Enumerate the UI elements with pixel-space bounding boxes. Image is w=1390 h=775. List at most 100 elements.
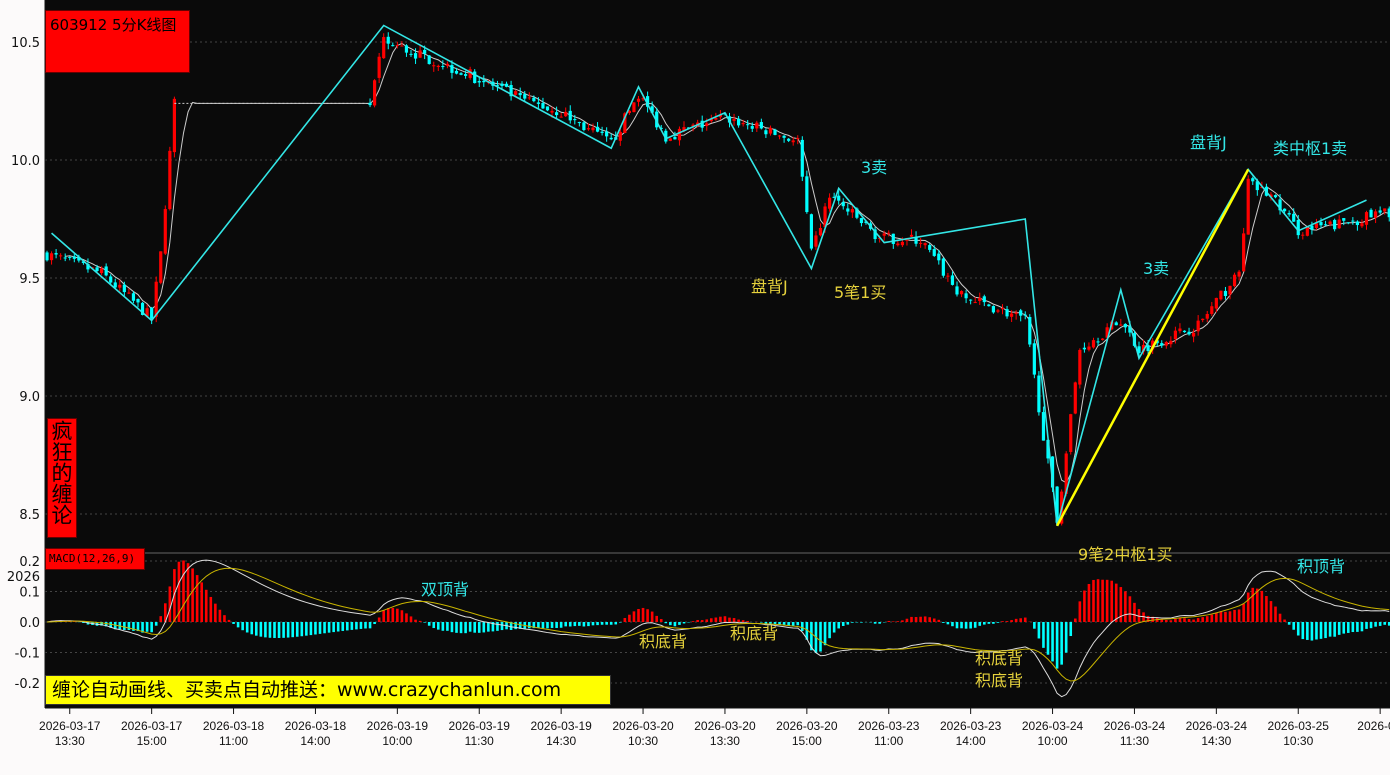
candle-up bbox=[796, 138, 800, 140]
candle-up bbox=[1383, 208, 1387, 212]
candle-down bbox=[441, 66, 445, 68]
macd-histogram-bar bbox=[332, 622, 335, 633]
macd-histogram-bar bbox=[1301, 622, 1305, 640]
candle-down bbox=[1351, 220, 1355, 222]
candle-down bbox=[846, 208, 850, 212]
candle-down bbox=[1355, 221, 1359, 226]
candle-down bbox=[941, 258, 945, 276]
candle-up bbox=[923, 243, 927, 246]
macd-histogram-bar bbox=[1274, 606, 1277, 622]
candle-up bbox=[1246, 178, 1250, 235]
candle-down bbox=[136, 299, 140, 303]
candle-down bbox=[1378, 210, 1382, 213]
macd-histogram-bar bbox=[1101, 579, 1104, 622]
candle-down bbox=[1137, 346, 1141, 353]
macd-histogram-bar bbox=[377, 617, 381, 622]
candle-up bbox=[1078, 349, 1082, 385]
macd-histogram-bar bbox=[177, 561, 181, 622]
candle-down bbox=[63, 257, 67, 259]
macd-histogram-bar bbox=[996, 622, 1000, 623]
macd-histogram-bar bbox=[418, 620, 422, 622]
candle-down bbox=[859, 218, 864, 224]
candle-up bbox=[432, 65, 436, 67]
macd-histogram-bar bbox=[1369, 622, 1373, 629]
macd-histogram-bar bbox=[286, 622, 290, 638]
candle-up bbox=[705, 123, 709, 126]
candle-up bbox=[623, 113, 627, 134]
macd-histogram-bar bbox=[769, 622, 772, 624]
macd-histogram-bar bbox=[487, 622, 490, 632]
macd-histogram-bar bbox=[960, 622, 963, 629]
macd-panel bbox=[46, 559, 1390, 698]
candle-down bbox=[1023, 314, 1027, 316]
segment-line bbox=[1055, 168, 1250, 527]
macd-histogram-bar bbox=[1037, 622, 1041, 639]
macd-histogram-bar bbox=[227, 619, 231, 622]
candle-down bbox=[1283, 208, 1287, 212]
macd-histogram-bar bbox=[669, 622, 672, 626]
macd-histogram-bar bbox=[400, 610, 404, 622]
macd-tick-label: 0.0 bbox=[19, 616, 40, 631]
candle-down bbox=[932, 249, 936, 256]
macd-histogram-bar bbox=[1010, 620, 1013, 622]
candle-down bbox=[404, 45, 409, 53]
macd-histogram-bar bbox=[496, 622, 499, 631]
macd-histogram-bar bbox=[455, 622, 458, 633]
macd-histogram-bar bbox=[782, 622, 786, 626]
candle-up bbox=[1269, 194, 1273, 197]
macd-histogram-bar bbox=[682, 622, 686, 624]
macd-histogram-bar bbox=[1046, 622, 1050, 655]
candle-down bbox=[409, 53, 413, 55]
candle-up bbox=[1014, 312, 1018, 314]
candle-down bbox=[787, 138, 791, 141]
macd-histogram-bar bbox=[1324, 622, 1327, 639]
macd-histogram-bar bbox=[1160, 619, 1164, 622]
macd-histogram-bar bbox=[619, 622, 622, 623]
candle-up bbox=[691, 124, 695, 127]
candle-up bbox=[418, 50, 422, 58]
candle-up bbox=[145, 308, 149, 317]
macd-histogram-bar bbox=[1023, 617, 1027, 622]
macd-histogram-bar bbox=[277, 622, 281, 638]
promo-banner[interactable]: 缠论自动画线、买卖点自动推送：www.crazychanlun.com bbox=[45, 675, 611, 705]
candle-down bbox=[81, 261, 85, 264]
candle-up bbox=[1314, 223, 1319, 228]
candle-down bbox=[1128, 326, 1132, 333]
candle-down bbox=[386, 36, 390, 44]
price-tick-label: 9.5 bbox=[19, 272, 40, 287]
chart-title: 603912 5分K线图 bbox=[45, 10, 190, 73]
x-tick-label: 2026-03-25 10:30 bbox=[1268, 719, 1330, 748]
candle-down bbox=[928, 245, 932, 250]
candle-down bbox=[545, 106, 550, 111]
macd-histogram-bar bbox=[1169, 620, 1173, 622]
macd-histogram-bar bbox=[446, 622, 449, 631]
macd-histogram-bar bbox=[946, 622, 950, 625]
candle-up bbox=[1069, 414, 1073, 452]
candle-down bbox=[841, 202, 845, 207]
macd-histogram-bar bbox=[109, 622, 112, 628]
candle-down bbox=[104, 266, 108, 276]
candle-up bbox=[154, 281, 158, 317]
candle-up bbox=[127, 292, 131, 294]
candle-up bbox=[714, 117, 718, 120]
macd-histogram-bar bbox=[182, 560, 185, 622]
macd-histogram-bar bbox=[1374, 622, 1377, 627]
candle-up bbox=[959, 291, 964, 295]
macd-histogram-bar bbox=[1092, 579, 1095, 622]
macd-histogram-bar bbox=[559, 622, 563, 628]
macd-histogram-bar bbox=[259, 622, 263, 637]
candle-down bbox=[1323, 224, 1328, 226]
candle-down bbox=[150, 307, 154, 319]
candle-down bbox=[832, 196, 836, 198]
macd-histogram-bar bbox=[1283, 619, 1286, 622]
macd-histogram-bar bbox=[951, 622, 954, 627]
candle-up bbox=[168, 150, 172, 210]
candle-down bbox=[864, 221, 868, 223]
macd-histogram-bar bbox=[1069, 622, 1073, 637]
candle-down bbox=[1319, 222, 1323, 226]
candle-up bbox=[709, 118, 713, 122]
candle-down bbox=[577, 122, 581, 124]
candle-up bbox=[896, 243, 900, 246]
candle-down bbox=[1296, 219, 1300, 236]
candle-up bbox=[1305, 227, 1309, 236]
